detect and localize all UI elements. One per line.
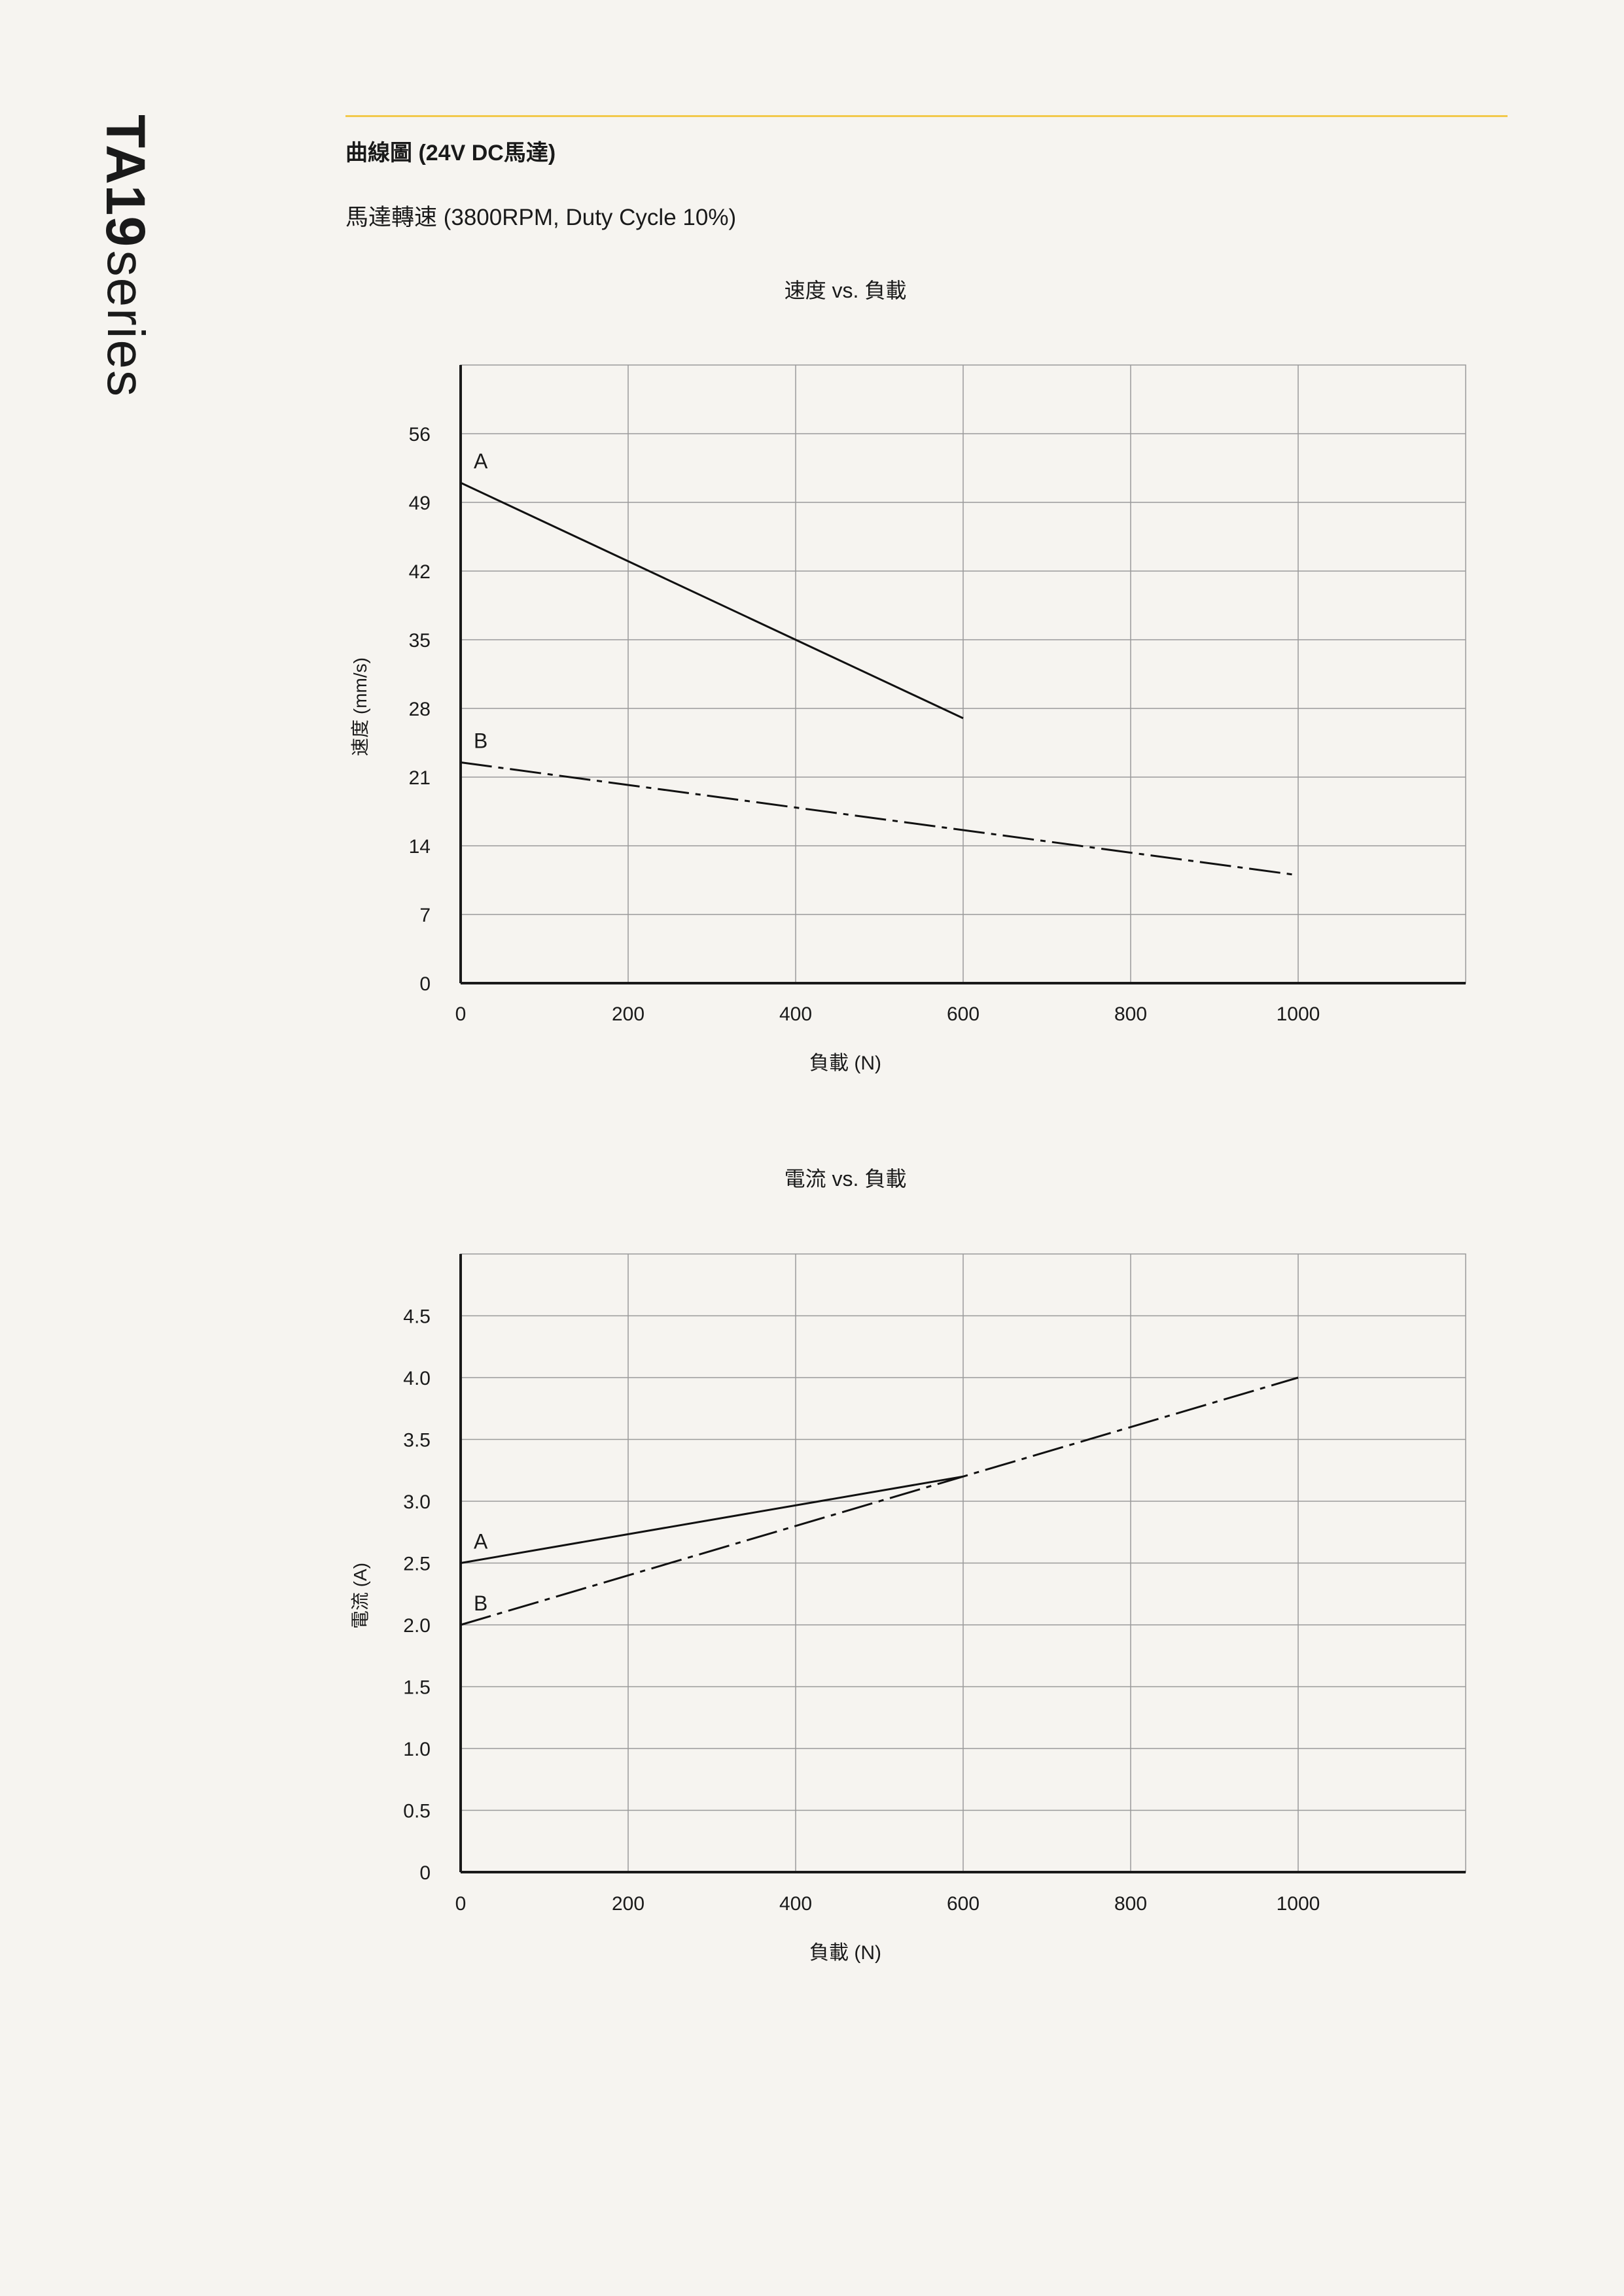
chart1-y-tick-label: 35	[409, 630, 431, 652]
chart2-series-label-a: A	[474, 1530, 488, 1554]
chart2-series-line-a	[460, 1475, 964, 1564]
chart2-x-tick-label: 600	[947, 1893, 980, 1915]
chart1-x-tick-label: 800	[1114, 1003, 1147, 1025]
chart2-y-tick-label: 3.0	[403, 1491, 431, 1513]
page-heading: 曲線圖 (24V DC馬達)	[345, 141, 556, 165]
chart1-y-tick-label: 14	[409, 836, 431, 858]
chart1-series-label-a: A	[474, 449, 488, 473]
chart2-series-label-b: B	[474, 1592, 487, 1615]
chart1-y-axis-label: 速度 (mm/s)	[350, 657, 370, 756]
chart1-y-tick-label: 7	[419, 905, 431, 926]
chart1-y-tick-label: 0	[419, 973, 431, 995]
chart1-x-tick-label: 400	[779, 1003, 812, 1025]
chart1-y-tick-label: 49	[409, 493, 431, 514]
chart1-x-tick-label: 600	[947, 1003, 980, 1025]
chart2-x-tick-label: 1000	[1277, 1893, 1320, 1915]
series-label: series	[97, 250, 155, 398]
chart2-x-tick-label: 400	[779, 1893, 812, 1915]
chart2-x-tick-label: 200	[612, 1893, 644, 1915]
chart2-series-line-b	[460, 1376, 1299, 1626]
chart2-x-axis-label: 負載 (N)	[809, 1942, 881, 1964]
chart1-series-line-a	[460, 481, 964, 720]
side-title: TA19 series	[95, 114, 156, 398]
chart1-y-tick-label: 28	[409, 699, 431, 720]
chart2-y-tick-label: 2.0	[403, 1615, 431, 1637]
page-subheading: 馬達轉速 (3800RPM, Duty Cycle 10%)	[345, 205, 737, 230]
chart2-y-tick-label: 1.5	[403, 1677, 431, 1699]
chart1-x-tick-label: 1000	[1277, 1003, 1320, 1025]
chart2-y-tick-label: 0	[419, 1862, 431, 1884]
chart2-title: 電流 vs. 負載	[785, 1167, 907, 1191]
chart1-title: 速度 vs. 負載	[785, 279, 907, 302]
top-divider	[345, 115, 1508, 117]
chart2-y-tick-label: 4.0	[403, 1368, 431, 1389]
chart1-x-tick-label: 200	[612, 1003, 644, 1025]
chart2-y-tick-label: 2.5	[403, 1554, 431, 1575]
chart1-x-tick-label: 0	[455, 1003, 467, 1025]
chart2-y-tick-label: 1.0	[403, 1739, 431, 1760]
chart1-y-tick-label: 21	[409, 767, 431, 789]
chart2-y-tick-label: 3.5	[403, 1430, 431, 1452]
chart2-y-tick-label: 0.5	[403, 1801, 431, 1822]
chart1-x-axis-label: 負載 (N)	[809, 1052, 881, 1074]
model-name: TA19	[95, 114, 156, 248]
chart2-x-tick-label: 0	[455, 1893, 467, 1915]
chart1-y-tick-label: 56	[409, 424, 431, 445]
chart2-y-axis-label: 電流 (A)	[350, 1563, 370, 1629]
chart2-x-tick-label: 800	[1114, 1893, 1147, 1915]
chart1-y-tick-label: 42	[409, 561, 431, 583]
chart1-series-line-b	[460, 761, 1299, 877]
chart2-y-tick-label: 4.5	[403, 1306, 431, 1328]
chart1-series-label-b: B	[474, 729, 487, 753]
